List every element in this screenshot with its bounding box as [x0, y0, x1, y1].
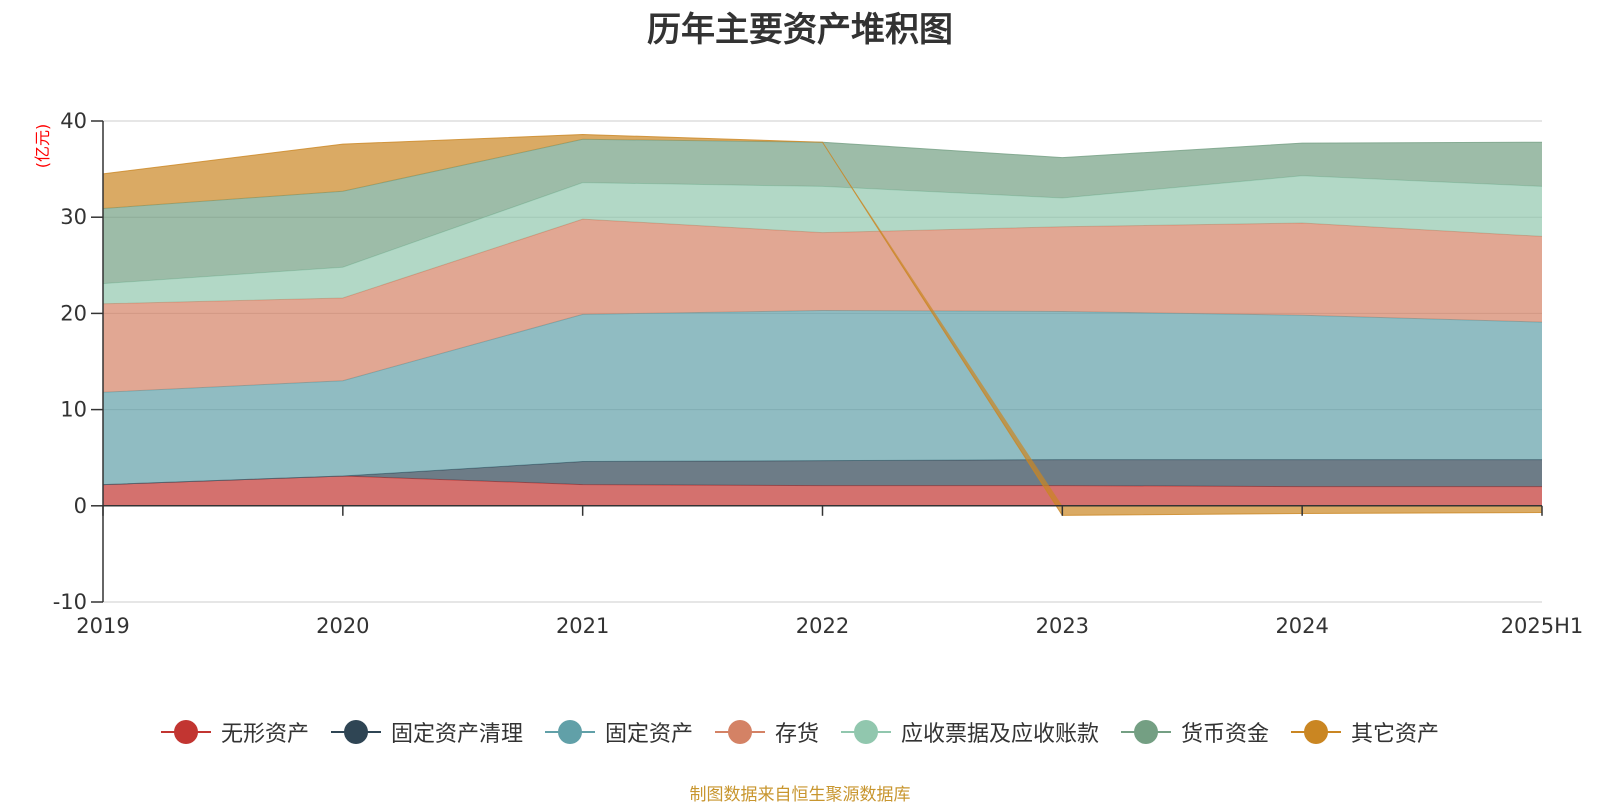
x-tick-label: 2025H1	[1501, 614, 1584, 638]
legend-swatch	[330, 719, 381, 745]
area-layer	[102, 133, 1543, 516]
legend-item-4[interactable]: 存货	[714, 716, 819, 748]
chart-title: 历年主要资产堆积图	[647, 10, 953, 50]
y-tick-label: 0	[74, 494, 87, 518]
legend-label: 货币资金	[1181, 722, 1270, 747]
legend-swatch-dot	[854, 720, 878, 744]
legend-label: 固定资产清理	[390, 722, 523, 747]
legend-item-1[interactable]: 无形资产	[160, 716, 309, 748]
x-tick-label: 2020	[316, 614, 369, 638]
legend-swatch	[1121, 719, 1172, 745]
legend-label: 无形资产	[220, 722, 309, 747]
legend-item-7[interactable]: 其它资产	[1291, 716, 1439, 748]
legend-item-5[interactable]: 应收票据及应收账款	[841, 716, 1099, 748]
legend-swatch	[841, 719, 891, 745]
x-tick-label: 2019	[76, 614, 129, 638]
x-tick-label: 2024	[1275, 614, 1328, 638]
area-series-5	[103, 175, 1542, 304]
y-tick-label: 10	[60, 398, 87, 422]
legend-swatch-dot	[1304, 720, 1329, 744]
y-tick-label: 30	[60, 205, 87, 229]
legend-item-6[interactable]: 货币资金	[1121, 716, 1269, 748]
legend-swatch	[160, 719, 211, 745]
legend-swatch	[544, 719, 595, 745]
y-tick-label: 40	[60, 109, 87, 133]
legend-label: 固定资产	[604, 722, 693, 747]
legend-swatch-dot	[727, 720, 752, 744]
x-tick-label: 2022	[796, 614, 849, 638]
area-series-6	[103, 139, 1542, 284]
legend-swatch-dot	[343, 720, 368, 744]
source-note: 制图数据来自恒生聚源数据库	[689, 785, 911, 805]
area-series-3	[103, 310, 1542, 485]
legend-item-2[interactable]: 固定资产清理	[330, 716, 523, 748]
y-axis-unit-label: (亿元)	[33, 124, 52, 169]
area-series-4	[103, 219, 1542, 393]
y-tick-label: 20	[60, 301, 87, 325]
legend-label: 应收票据及应收账款	[901, 722, 1100, 747]
legend-swatch-dot	[173, 720, 198, 744]
x-tick-label: 2021	[556, 614, 609, 638]
legend-swatch	[714, 719, 765, 745]
legend-swatch-dot	[557, 720, 582, 744]
area-series-7	[103, 134, 1542, 516]
legend-swatch-dot	[1134, 720, 1159, 744]
legend: 无形资产 固定资产清理 固定资产 存货 应收票据及应收账款 货币资金 其它资产	[0, 716, 1600, 748]
area-series-2	[103, 459, 1542, 487]
x-tick-label: 2023	[1036, 614, 1089, 638]
area-series-1	[103, 476, 1542, 506]
legend-label: 其它资产	[1351, 722, 1440, 747]
legend-label: 存货	[774, 722, 819, 747]
y-tick-label: -10	[53, 590, 87, 614]
legend-swatch	[1291, 719, 1342, 745]
legend-item-3[interactable]: 固定资产	[544, 716, 693, 748]
axes: -10 0 10 20 30 40 2019 2020 2021 2022 2023 2024 2025…	[53, 109, 1584, 638]
